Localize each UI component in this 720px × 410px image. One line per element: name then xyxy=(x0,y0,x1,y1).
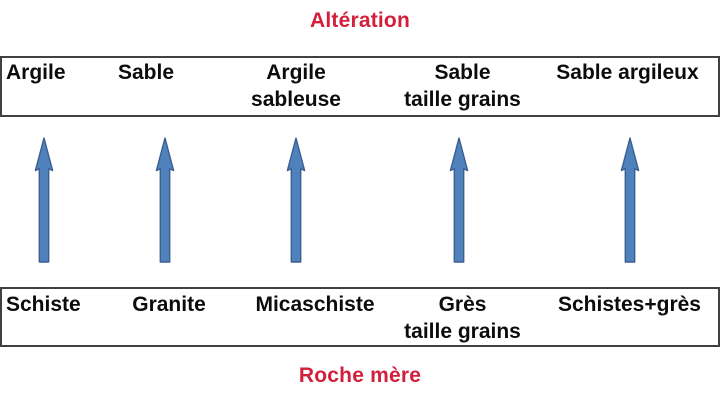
alteration-label: Sable taille grains xyxy=(380,59,545,113)
parent-rock-label-text: Grès xyxy=(438,293,487,316)
parent-rock-label: Schiste xyxy=(6,291,81,318)
parent-rock-label-text: Granite xyxy=(132,293,206,316)
alteration-label-text: taille grains xyxy=(404,88,521,111)
parent-rock-label-text: Schistes+grès xyxy=(557,293,701,316)
parent-rock-label: Grès taille grains xyxy=(380,291,545,345)
parent-rocks-box xyxy=(0,287,720,347)
alteration-title: Altération xyxy=(309,9,410,32)
alteration-label-text: Sable argileux xyxy=(556,61,699,84)
up-arrow-icon xyxy=(286,137,306,263)
parent-rock-label: Micaschiste xyxy=(245,291,385,318)
parent-rock-label-text: Schiste xyxy=(6,293,81,316)
alteration-label-text: Sable xyxy=(117,61,175,84)
alteration-label: Argile xyxy=(6,59,66,86)
alteration-label: Sable xyxy=(86,59,206,86)
parent-rock-label-text: Micaschiste xyxy=(255,293,375,316)
up-arrow-icon xyxy=(449,137,469,263)
up-arrow-icon xyxy=(34,137,54,263)
parent-rock-label-text: taille grains xyxy=(404,320,521,343)
parent-rock-label: Schistes+grès xyxy=(537,291,720,318)
alteration-label: Sable argileux xyxy=(535,59,720,86)
alteration-label: Argile sableuse xyxy=(226,59,366,113)
alteration-products-box xyxy=(0,56,720,117)
up-arrow-icon xyxy=(155,137,175,263)
alteration-label-text: Argile xyxy=(266,61,326,84)
parent-rock-label: Granite xyxy=(109,291,229,318)
alteration-label-text: Sable xyxy=(434,61,491,84)
alteration-label-text: sableuse xyxy=(251,88,341,111)
alteration-label-text: Argile xyxy=(6,61,66,84)
up-arrow-icon xyxy=(620,137,640,263)
roche-mere-title: Roche mère xyxy=(298,364,422,387)
